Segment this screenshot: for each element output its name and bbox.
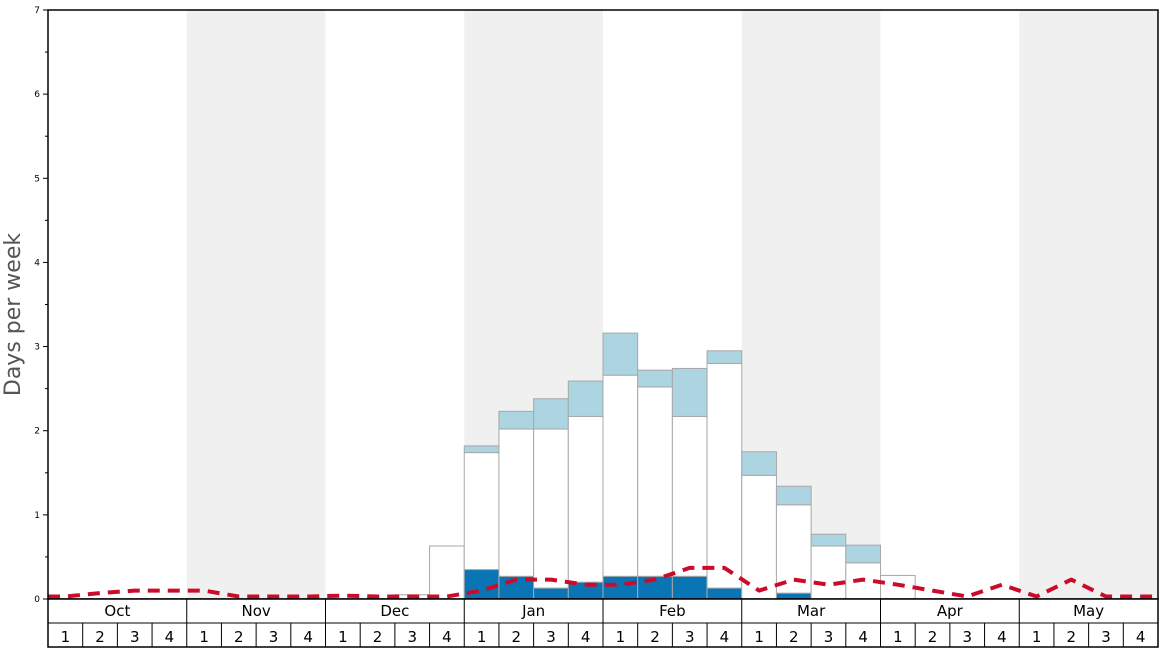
bar-segment [706,362,743,589]
week-label: 4 [720,628,730,646]
month-label-apr: Apr [937,602,964,620]
week-label: 3 [546,628,556,646]
week-label: 1 [754,628,764,646]
week-label: 2 [1067,628,1077,646]
month-band-may [1019,10,1158,599]
bar-segment [706,587,743,600]
week-label: 3 [685,628,695,646]
y-axis-title: Days per week [1,233,26,396]
month-label-may: May [1073,602,1104,620]
bar-segment [775,592,812,600]
week-label: 2 [234,628,244,646]
week-label: 3 [824,628,834,646]
month-label-mar: Mar [797,602,826,620]
bar-segment [775,504,812,594]
bar-segment [810,545,847,600]
bar-segment [567,415,604,583]
week-label: 3 [130,628,140,646]
month-band-dec [325,10,465,599]
bar-segment [810,533,847,547]
week-label: 2 [95,628,105,646]
bar-segment [498,410,535,430]
bar-segment [671,367,708,417]
week-label: 3 [407,628,417,646]
week-label: 2 [373,628,383,646]
week-label: 1 [338,628,348,646]
bar-segment [880,574,916,600]
y-tick-label: 6 [34,90,40,100]
week-label: 4 [303,628,313,646]
y-tick-label: 1 [34,511,40,521]
bar-segment [602,374,639,577]
month-band-oct [48,10,187,599]
y-tick-label: 5 [34,174,40,184]
week-label: 2 [928,628,938,646]
month-band-nov [186,10,326,599]
week-label: 3 [269,628,279,646]
month-band-apr [880,10,1020,599]
y-tick-label: 2 [34,427,40,437]
bar-segment [741,451,777,476]
week-label: 4 [442,628,452,646]
y-tick-label: 7 [34,6,40,16]
bar-segment [775,485,812,506]
y-tick-label: 0 [34,595,40,605]
bar-segment [602,575,639,600]
y-tick-label: 3 [34,343,40,353]
week-label: 2 [650,628,660,646]
week-label: 4 [1136,628,1146,646]
week-label: 1 [1032,628,1042,646]
week-label: 4 [858,628,868,646]
bar-segment [706,350,743,364]
week-label: 4 [997,628,1007,646]
month-label-feb: Feb [659,602,686,620]
bar-segment [533,587,569,600]
week-label: 4 [165,628,175,646]
week-label: 3 [962,628,972,646]
month-label-oct: Oct [104,602,130,620]
bar-segment [671,415,708,577]
week-label: 2 [789,628,799,646]
bar-segment [637,386,673,577]
week-label: 1 [61,628,71,646]
bar-segment [533,428,569,589]
y-tick-label: 4 [34,258,40,268]
bar-segment [845,544,881,564]
week-label: 1 [616,628,626,646]
week-label: 4 [581,628,591,646]
bar-segment [637,369,673,388]
bar-segment [498,428,535,577]
bar-segment [533,398,569,430]
bar-segment [567,380,604,417]
bar-segment [463,445,500,454]
week-label: 2 [512,628,522,646]
week-label: 1 [199,628,209,646]
bar-segment [671,575,708,600]
bar-segment [463,452,500,571]
bar-segment [602,332,639,376]
month-label-jan: Jan [521,602,545,620]
bar-segment [429,545,465,600]
week-label: 1 [893,628,903,646]
week-label: 1 [477,628,487,646]
week-label: 3 [1101,628,1111,646]
month-label-nov: Nov [241,602,270,620]
bar-segment [741,474,777,600]
month-label-dec: Dec [380,602,409,620]
